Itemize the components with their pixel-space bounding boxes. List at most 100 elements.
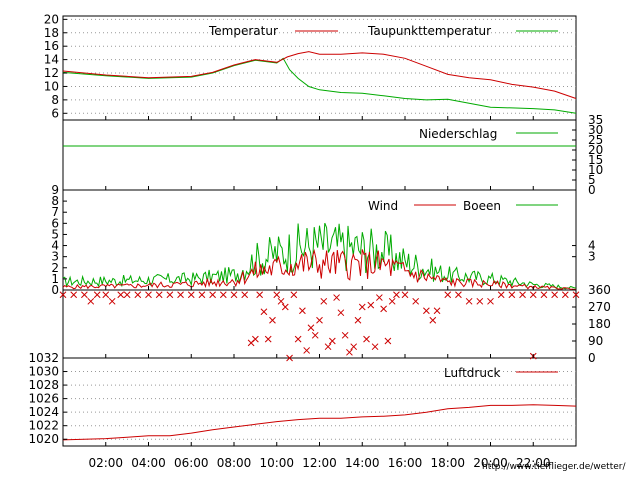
- y-tick-label: 1028: [28, 378, 59, 392]
- wind-direction-point: [412, 297, 420, 305]
- wind-direction-point: [256, 291, 264, 299]
- y-right-tick-label: 180: [588, 317, 611, 331]
- y-tick-label: 9: [51, 183, 59, 197]
- grid-layer: [63, 18, 576, 440]
- legend-boeen: Boeen: [463, 199, 501, 213]
- x-tick-label: 16:00: [388, 456, 423, 470]
- wind-direction-point: [102, 291, 110, 299]
- wind-direction-point: [358, 303, 366, 311]
- x-tick-label: 10:00: [259, 456, 294, 470]
- wind-direction-point: [337, 309, 345, 317]
- y-right-tick-label: 90: [588, 334, 603, 348]
- wind-direction-point: [311, 331, 319, 339]
- x-tick-label: 18:00: [430, 456, 465, 470]
- wind-direction-point: [281, 303, 289, 311]
- source-credit: http://www.tiefflieger.de/wetter/: [482, 462, 626, 472]
- wind-direction-point: [108, 297, 116, 305]
- legend-niederschlag: Niederschlag: [419, 127, 497, 141]
- wind-direction-point: [433, 307, 441, 315]
- wind-direction-point: [444, 291, 452, 299]
- series-line-wind: [62, 248, 577, 290]
- y-tick-label: 0: [51, 283, 59, 297]
- wind-direction-point: [375, 294, 383, 301]
- wind-direction-point: [371, 343, 379, 351]
- wind-direction-point: [277, 297, 285, 305]
- y-right-tick-label: 360: [588, 283, 611, 297]
- y-tick-label: 20: [44, 12, 59, 26]
- wind-direction-point: [540, 291, 548, 299]
- x-tick-label: 14:00: [345, 456, 380, 470]
- wind-direction-point: [476, 297, 484, 305]
- y-right-tick-label: 15: [588, 153, 603, 167]
- wind-direction-point: [134, 291, 142, 299]
- y-right-tick-label: 35: [588, 113, 603, 127]
- y-tick-label: 1032: [28, 351, 59, 365]
- y-tick-label: 1020: [28, 432, 59, 446]
- wind-direction-point: [423, 307, 430, 315]
- wind-direction-point: [380, 305, 387, 313]
- wind-direction-point: [429, 316, 437, 324]
- wind-direction-point: [177, 291, 184, 299]
- wind-direction-point: [367, 301, 375, 309]
- x-tick-label: 08:00: [217, 456, 252, 470]
- wind-direction-point: [388, 297, 396, 305]
- legend-luftdruck: Luftdruck: [444, 366, 501, 380]
- y-tick-label: 6: [51, 216, 59, 230]
- y-right-tick-label: 3: [588, 250, 596, 264]
- wind-direction-point: [70, 291, 78, 299]
- y-tick-label: 16: [44, 39, 59, 53]
- y-tick-label: 2: [51, 261, 59, 275]
- wind-direction-point: [497, 291, 505, 299]
- y-tick-label: 1026: [28, 392, 59, 406]
- wind-direction-point: [487, 297, 494, 305]
- wind-direction-point: [145, 291, 152, 299]
- wind-direction-point: [363, 335, 370, 343]
- y-right-tick-label: 4: [588, 239, 596, 253]
- series-layer: [59, 51, 580, 441]
- wind-direction-point: [117, 291, 125, 299]
- wind-direction-point: [93, 291, 101, 299]
- wind-direction-point: [299, 307, 306, 315]
- wind-direction-point: [264, 335, 272, 343]
- y-tick-label: 1030: [28, 365, 59, 379]
- y-tick-label: 8: [51, 194, 59, 208]
- wind-direction-point: [572, 291, 580, 299]
- y-tick-label: 3: [51, 250, 59, 264]
- x-tick-label: 22:00: [516, 456, 551, 470]
- wind-direction-point: [320, 297, 328, 305]
- y-tick-label: 5: [51, 227, 59, 241]
- series-line-temperatur: [62, 51, 577, 99]
- y-tick-label: 8: [51, 93, 59, 107]
- wind-direction-point: [241, 291, 249, 299]
- y-tick-label: 1022: [28, 419, 59, 433]
- wind-direction-point: [384, 337, 392, 345]
- wind-direction-point: [209, 291, 216, 299]
- wind-direction-point: [294, 335, 302, 343]
- y-tick-label: 6: [51, 106, 59, 120]
- wind-direction-point: [198, 291, 206, 299]
- wind-direction-point: [551, 291, 558, 299]
- wind-direction-point: [328, 337, 336, 345]
- y-tick-label: 12: [44, 66, 59, 80]
- wind-direction-point: [260, 308, 268, 316]
- wind-direction-point: [187, 291, 195, 299]
- y-tick-label: 1: [51, 272, 59, 286]
- y-right-tick-label: 10: [588, 163, 603, 177]
- wind-direction-point: [290, 291, 298, 299]
- wind-direction-point: [252, 335, 259, 343]
- wind-direction-point: [465, 297, 473, 305]
- y-right-tick-label: 5: [588, 173, 596, 187]
- wind-direction-point: [230, 291, 238, 299]
- y-tick-label: 10: [44, 79, 59, 93]
- wind-direction-point: [269, 316, 276, 324]
- x-tick-label: 06:00: [174, 456, 209, 470]
- y-tick-label: 7: [51, 205, 59, 219]
- series-line-taupunkttemperatur: [62, 57, 577, 114]
- legend-wind: Wind: [368, 199, 398, 213]
- x-tick-label: 12:00: [302, 456, 337, 470]
- wind-direction-point: [286, 354, 293, 362]
- wind-direction-point: [341, 331, 349, 339]
- wind-direction-point: [508, 291, 516, 299]
- wind-direction-point: [59, 291, 67, 299]
- precipitation-panel-frame: [62, 119, 577, 191]
